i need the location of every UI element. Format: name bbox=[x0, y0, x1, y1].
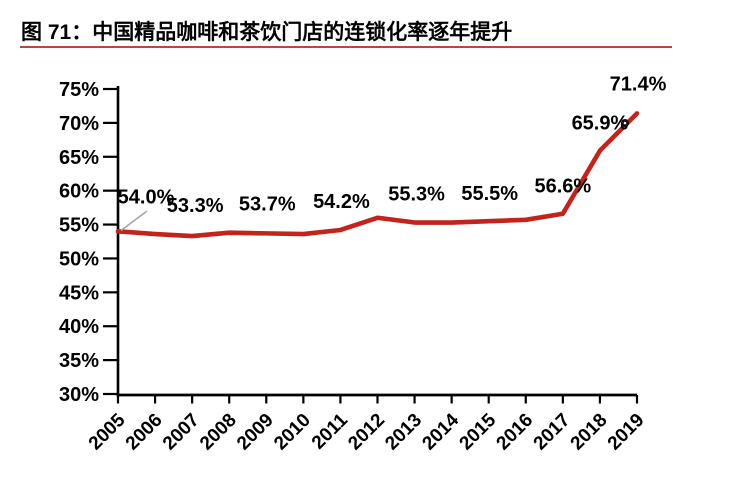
x-tick-label: 2016 bbox=[493, 410, 538, 455]
figure-title: 图 71：中国精品咖啡和茶饮门店的连锁化率逐年提升 bbox=[21, 21, 513, 44]
y-tick-label: 75% bbox=[59, 79, 99, 101]
y-tick-label: 40% bbox=[59, 316, 99, 338]
series-line bbox=[115, 111, 640, 239]
data-label: 71.4% bbox=[610, 73, 667, 95]
x-tick-label: 2010 bbox=[270, 410, 315, 455]
x-tick-label: 2005 bbox=[85, 409, 130, 454]
y-tick-label: 45% bbox=[59, 282, 99, 304]
x-tick-label: 2009 bbox=[233, 410, 278, 455]
x-tick-label: 2019 bbox=[604, 410, 649, 455]
x-tick-label: 2018 bbox=[567, 410, 612, 455]
y-tick-label: 65% bbox=[59, 147, 99, 169]
x-tick-label: 2014 bbox=[418, 409, 463, 454]
data-label: 53.3% bbox=[167, 195, 224, 217]
x-tick-label: 2013 bbox=[381, 410, 426, 455]
y-tick-label: 30% bbox=[59, 384, 99, 406]
title-underline bbox=[20, 46, 672, 48]
y-tick-label: 50% bbox=[59, 248, 99, 270]
marker-dot-center bbox=[623, 121, 627, 125]
x-tick-label: 2015 bbox=[456, 409, 501, 454]
y-tick-label: 60% bbox=[59, 181, 99, 203]
x-tick-label: 2017 bbox=[530, 410, 575, 455]
axes bbox=[116, 86, 637, 397]
data-label: 53.7% bbox=[239, 193, 296, 215]
x-axis-ticks: 2005200620072008200920102011201220132014… bbox=[85, 395, 649, 454]
data-label: 56.6% bbox=[534, 176, 591, 198]
x-tick-label: 2012 bbox=[344, 410, 389, 455]
y-axis-ticks: 75% 70% 65% 60% 55% 50% 45% 40% 35% 30% bbox=[59, 79, 118, 406]
x-tick-label: 2007 bbox=[159, 410, 204, 455]
y-tick-label: 55% bbox=[59, 215, 99, 237]
label-leader-line bbox=[120, 210, 148, 232]
data-label: 54.0% bbox=[118, 186, 175, 208]
data-label: 54.2% bbox=[313, 191, 370, 213]
x-tick-label: 2006 bbox=[122, 410, 167, 455]
data-labels: 54.0%53.3% 53.7% 54.2% 55.3% 55.5% 56.6% 65.9%… bbox=[118, 73, 667, 217]
x-tick-label: 2011 bbox=[308, 409, 352, 453]
data-label: 55.5% bbox=[461, 183, 518, 205]
data-label: 65.9% bbox=[572, 113, 629, 135]
data-label: 55.3% bbox=[388, 184, 445, 206]
y-tick-label: 70% bbox=[59, 113, 99, 135]
x-tick-label: 2008 bbox=[196, 410, 241, 455]
y-tick-label: 35% bbox=[59, 350, 99, 372]
